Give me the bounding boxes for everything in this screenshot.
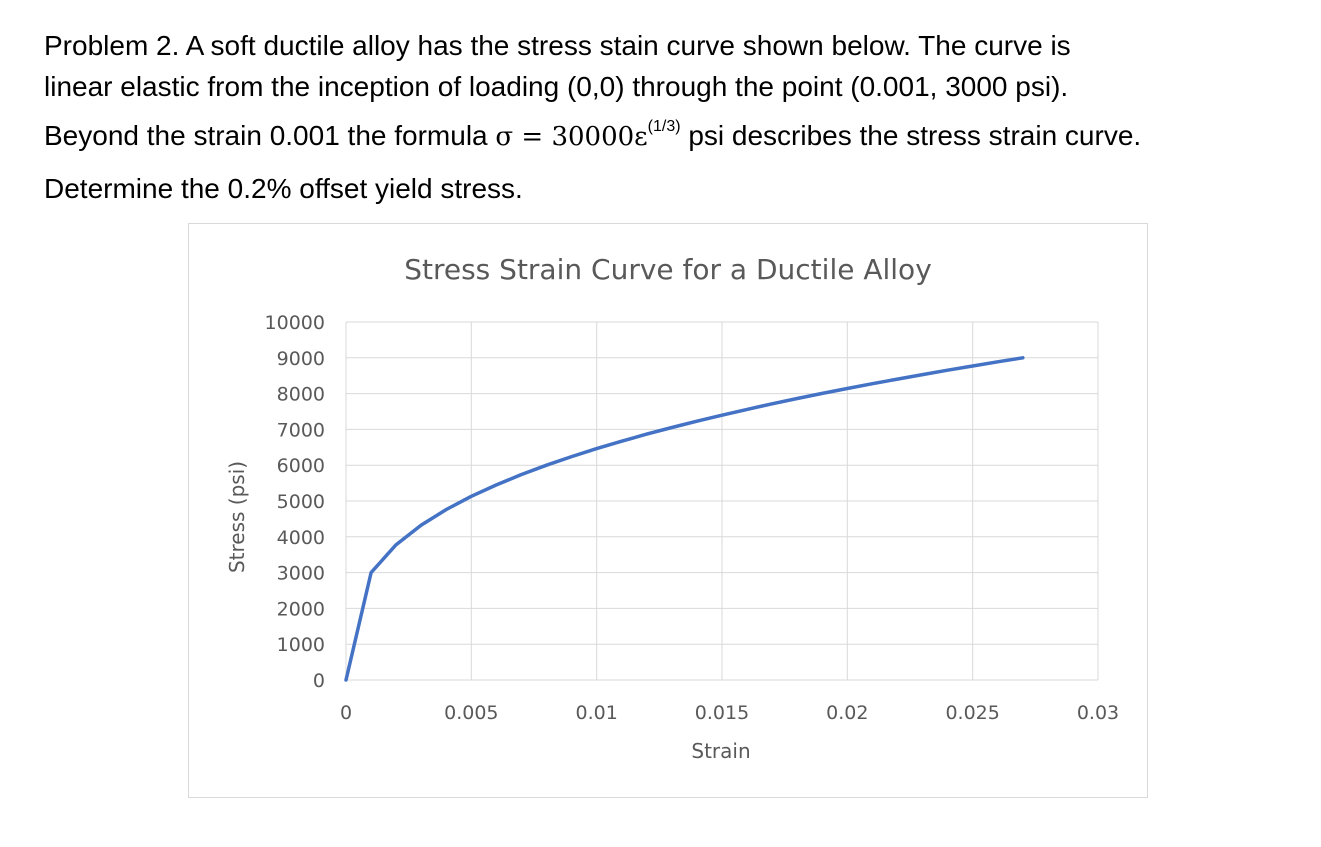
problem-line-2: linear elastic from the inception of loa…	[44, 71, 1069, 102]
sigma-symbol: σ	[495, 122, 514, 152]
series-group	[344, 356, 1025, 682]
y-tick-label: 0	[313, 670, 325, 692]
x-tick-label: 0	[340, 702, 352, 724]
y-tick-label: 4000	[277, 527, 325, 549]
problem-line-3: Beyond the strain 0.001 the formula σ = …	[44, 112, 1314, 165]
x-tick-label: 0.01	[576, 702, 618, 724]
problem-line-3-suffix: psi describes the stress strain curve.	[680, 120, 1142, 151]
y-tick-label: 1000	[277, 634, 325, 656]
x-axis-label: Strain	[691, 739, 750, 763]
y-tick-labels: 0 1000 2000 3000 4000 5000 6000 7000 8000 9000 100…	[265, 312, 325, 692]
problem-line-3-prefix: Beyond the strain 0.001 the formula	[44, 120, 496, 151]
y-tick-label: 2000	[277, 598, 325, 620]
x-tick-label: 0.02	[826, 702, 868, 724]
y-tick-label: 3000	[277, 563, 325, 585]
y-tick-label: 9000	[277, 348, 325, 370]
formula-exponent: (1/3)	[647, 118, 681, 135]
grid-lines	[345, 321, 1099, 681]
stress-strain-line	[344, 356, 1025, 682]
x-tick-label: 0.005	[444, 702, 498, 724]
y-tick-label: 6000	[277, 455, 325, 477]
chart-title: Stress Strain Curve for a Ductile Alloy	[404, 253, 932, 286]
y-tick-label: 10000	[265, 312, 325, 334]
formula: = 30000ε	[513, 122, 648, 152]
y-axis-label: Stress (psi)	[225, 461, 249, 573]
x-tick-label: 0.015	[695, 702, 749, 724]
x-tick-label: 0.025	[945, 702, 999, 724]
problem-line-1: Problem 2. A soft ductile alloy has the …	[44, 30, 1071, 61]
y-tick-label: 8000	[277, 384, 325, 406]
problem-line-4: Determine the 0.2% offset yield stress.	[44, 173, 523, 204]
x-tick-label: 0.03	[1077, 702, 1119, 724]
chart-container: Stress Strain Curve for a Ductile Alloy …	[188, 223, 1148, 798]
y-tick-label: 5000	[277, 491, 325, 513]
x-tick-labels: 0 0.005 0.01 0.015 0.02 0.025 0.03	[340, 702, 1119, 724]
stress-strain-chart: Stress Strain Curve for a Ductile Alloy …	[225, 253, 1119, 763]
problem-statement: Problem 2. A soft ductile alloy has the …	[44, 24, 1314, 213]
y-tick-label: 7000	[277, 419, 325, 441]
